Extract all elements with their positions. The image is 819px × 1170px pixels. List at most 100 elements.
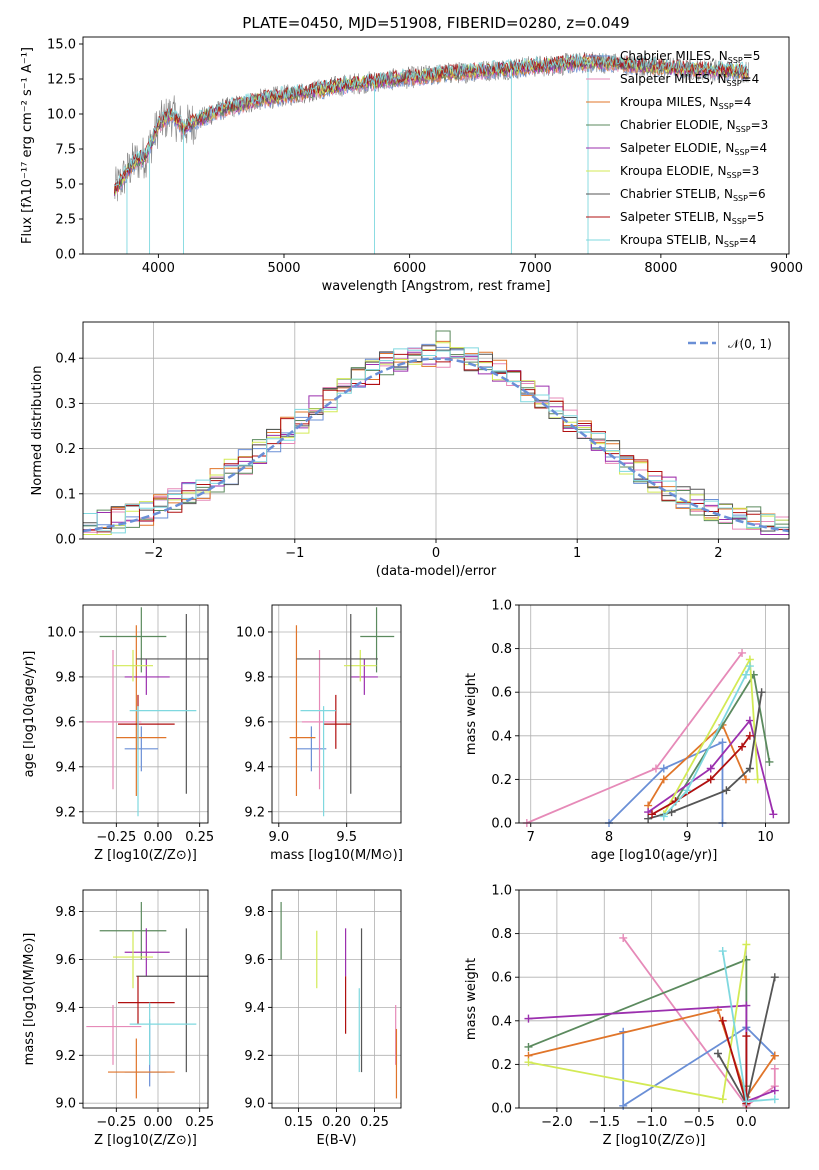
error-point: [360, 607, 395, 673]
legend-name: Salpeter STELIB, N: [620, 210, 732, 224]
legend-count: =4: [742, 72, 760, 86]
error-point: [296, 613, 378, 794]
y-tick-label: 0.6: [491, 686, 512, 701]
x-tick-label: −2.0: [541, 1115, 573, 1130]
error-point: [118, 976, 175, 1025]
error-point: [113, 649, 153, 682]
legend-subscript: SSP: [724, 240, 739, 249]
legend-subscript: SSP: [719, 102, 734, 111]
weight-series: [644, 716, 778, 819]
weight-marker: [722, 786, 731, 795]
weight-marker: [738, 648, 747, 657]
axes-frame: [82, 321, 790, 540]
error-point: [129, 706, 197, 817]
weight-line: [663, 665, 751, 818]
error-point: [113, 930, 153, 989]
y-tick-label: 2.5: [55, 213, 76, 228]
weight-marker: [742, 1097, 751, 1106]
y-axis-label: mass weight: [464, 673, 479, 755]
weight-line: [647, 718, 775, 815]
error-point: [129, 1002, 197, 1065]
weight-marker: [753, 775, 762, 784]
x-tick-label: 0.20: [322, 1115, 351, 1130]
error-point: [99, 607, 167, 673]
legend-name: Salpeter ELODIE, N: [620, 141, 734, 155]
panel-7: 0.15 0.20 0.25 9.0 9.2 9.4 9.6 9.8 E(B-V): [244, 889, 402, 1148]
panel-6: −0.25 0.00 0.25 9.0 9.2 9.4 9.6 9.8 Z [log10(Z/Z…: [22, 889, 214, 1148]
axes-frame: [271, 604, 402, 824]
axes-frame: [271, 889, 402, 1109]
x-axis-label: mass [log10(M/M⊙)]: [270, 848, 403, 863]
error-point: [323, 694, 351, 749]
legend-name: Kroupa MILES, N: [620, 95, 719, 109]
axes-frame: [82, 889, 209, 1109]
y-axis-label: age [log10(age/yr)]: [22, 651, 37, 778]
legend-name: Kroupa STELIB, N: [620, 233, 724, 247]
legend-subscript: SSP: [733, 194, 748, 203]
y-tick-label: 9.8: [244, 905, 265, 920]
weight-marker: [745, 764, 754, 773]
weight-marker: [667, 808, 676, 817]
plot-area: [82, 330, 790, 535]
x-axis-label: Z [log10(Z/Z⊙)]: [94, 848, 197, 863]
y-tick-label: 9.0: [244, 1097, 265, 1112]
legend-count: =3: [751, 118, 769, 132]
y-tick-label: 9.0: [55, 1097, 76, 1112]
weight-marker: [659, 764, 668, 773]
normal-curve: [82, 357, 790, 533]
y-tick-label: 0.2: [491, 773, 512, 788]
legend-label: 𝒩(0, 1): [728, 337, 772, 351]
weight-marker: [741, 670, 750, 679]
y-tick-label: 0.6: [491, 971, 512, 986]
grid-lines: [272, 890, 401, 1108]
y-tick-label: 12.5: [47, 73, 76, 88]
weight-marker: [718, 947, 727, 956]
y-axis-label: Normed distribution: [30, 366, 45, 496]
legend-subscript: SSP: [734, 148, 749, 157]
residual-histogram: [83, 349, 789, 533]
legend-count: =6: [748, 187, 766, 201]
x-tick-label: 0.25: [185, 830, 214, 845]
legend-label: Kroupa STELIB, NSSP=4: [620, 233, 757, 249]
x-tick-label: 9: [683, 830, 691, 845]
legend-label: Kroupa MILES, NSSP=4: [620, 95, 751, 111]
legend-label: Chabrier MILES, NSSP=5: [620, 49, 760, 65]
weight-series: [524, 940, 751, 1104]
x-tick-label: 4000: [142, 261, 175, 276]
weight-marker: [757, 688, 766, 697]
panel-4: 9.0 9.5 9.2 9.4 9.6 9.8 10.0 mass [log10(M/M⊙)]: [236, 604, 403, 863]
legend-subscript: SSP: [727, 79, 742, 88]
y-tick-label: 9.8: [244, 670, 265, 685]
x-axis-label: Z [log10(Z/Z⊙)]: [603, 1133, 706, 1148]
x-tick-label: 10: [757, 830, 774, 845]
weight-marker: [738, 742, 747, 751]
model-spectrum: [114, 52, 749, 194]
weight-marker: [683, 786, 692, 795]
x-tick-label: 5000: [267, 261, 300, 276]
error-point: [86, 649, 142, 790]
residual-histogram: [83, 345, 789, 532]
x-tick-label: 7000: [519, 261, 552, 276]
weight-marker: [619, 1101, 628, 1110]
x-tick-label: 9000: [770, 261, 803, 276]
y-tick-label: 0.8: [491, 642, 512, 657]
y-tick-label: 0.0: [55, 248, 76, 263]
x-tick-label: −0.25: [96, 1115, 136, 1130]
plot-area: [114, 51, 749, 254]
weight-marker: [741, 775, 750, 784]
legend-label: Kroupa ELODIE, NSSP=3: [620, 164, 759, 180]
error-point: [124, 658, 170, 695]
x-tick-label: 0.0: [736, 1115, 757, 1130]
error-point: [136, 928, 208, 1073]
error-point: [343, 649, 377, 682]
grid-lines: [272, 605, 401, 823]
error-point: [300, 706, 336, 817]
y-tick-label: 15.0: [47, 38, 76, 53]
y-tick-label: 9.2: [244, 805, 265, 820]
error-point: [124, 928, 170, 977]
plot-area: [86, 901, 208, 1099]
x-axis-label: Z [log10(Z/Z⊙)]: [94, 1133, 197, 1148]
weight-marker: [770, 1064, 779, 1073]
weight-marker: [713, 1049, 722, 1058]
